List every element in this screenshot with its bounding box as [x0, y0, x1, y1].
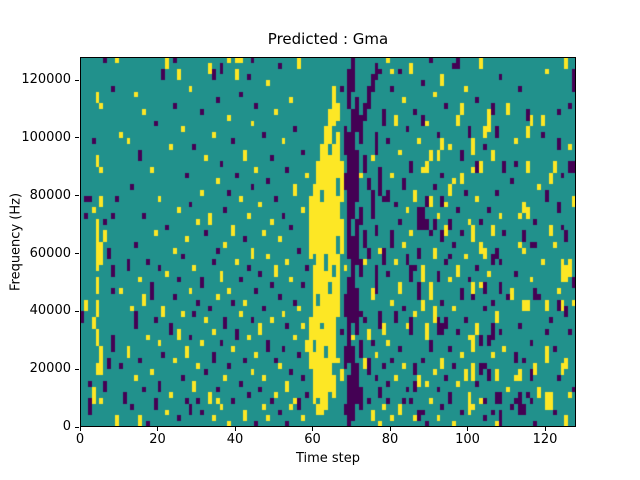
y-tick-label: 0: [62, 419, 71, 434]
x-tick-label: 100: [455, 432, 480, 447]
y-tick-mark: [75, 368, 79, 370]
y-tick-mark: [75, 310, 79, 312]
y-tick-label: 80000: [29, 187, 71, 203]
chart-title: Predicted : Gma: [267, 30, 389, 48]
x-tick-label: 40: [226, 432, 244, 447]
y-tick-mark: [75, 137, 79, 139]
x-tick-mark: [544, 427, 546, 431]
y-tick-mark: [75, 253, 79, 255]
x-tick-mark: [467, 427, 468, 431]
y-tick-label: 60000: [29, 245, 71, 261]
x-tick-mark: [234, 427, 236, 431]
y-tick-label: 100000: [21, 129, 71, 145]
x-tick-mark: [157, 427, 158, 431]
y-tick-mark: [75, 426, 79, 428]
heatmap-canvas: [80, 57, 576, 427]
x-tick-mark: [79, 427, 81, 431]
y-axis-label: Frequency (Hz): [8, 192, 24, 292]
x-tick-mark: [312, 427, 313, 431]
x-tick-label: 80: [381, 432, 399, 447]
x-tick-label: 20: [149, 432, 166, 447]
x-tick-mark: [389, 427, 391, 431]
y-tick-mark: [75, 79, 79, 81]
x-tick-label: 120: [532, 432, 558, 447]
x-axis-label: Time step: [295, 451, 361, 466]
y-tick-label: 20000: [29, 361, 71, 377]
x-tick-label: 60: [304, 432, 321, 447]
y-tick-mark: [75, 195, 79, 197]
x-tick-label: 0: [75, 432, 85, 447]
y-tick-label: 40000: [29, 303, 71, 319]
y-tick-label: 120000: [21, 72, 71, 88]
